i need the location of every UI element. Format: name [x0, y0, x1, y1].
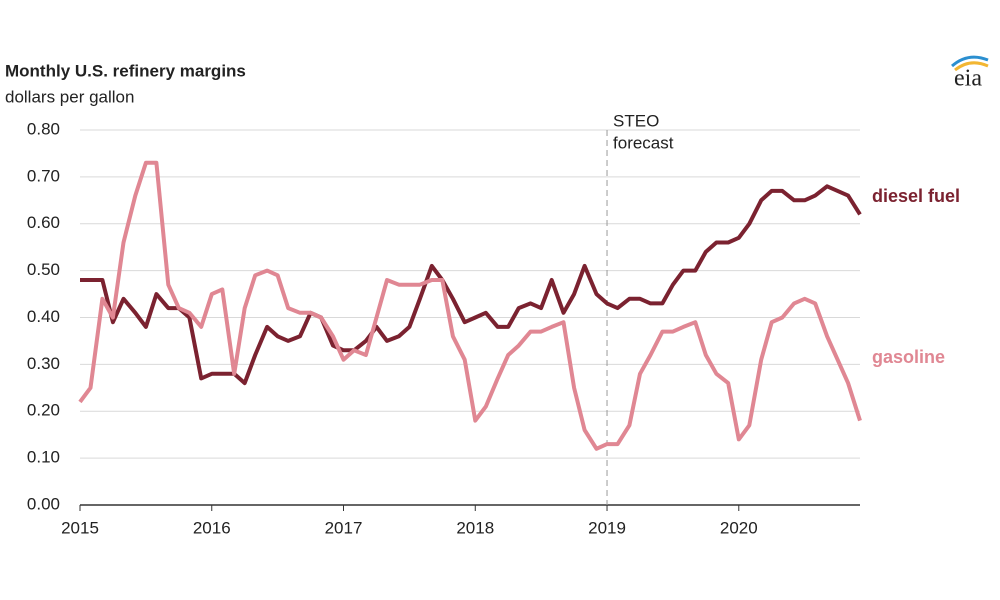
- x-tick-label: 2019: [588, 518, 626, 537]
- x-tick-label: 2018: [456, 518, 494, 537]
- y-tick-label: 0.80: [27, 119, 60, 138]
- series-line: [80, 184, 862, 386]
- y-tick-label: 0.50: [27, 260, 60, 279]
- series-label: diesel fuel: [872, 186, 960, 206]
- y-tick-label: 0.10: [27, 448, 60, 467]
- y-tick-label: 0.00: [27, 494, 60, 513]
- y-tick-label: 0.40: [27, 307, 60, 326]
- logo: eia: [954, 66, 982, 92]
- logo-arc: [954, 61, 989, 72]
- x-tick-label: 2017: [325, 518, 363, 537]
- y-tick-label: 0.30: [27, 354, 60, 373]
- annotation: forecast: [613, 133, 674, 152]
- y-tick-label: 0.60: [27, 213, 60, 232]
- y-tick-label: 0.20: [27, 401, 60, 420]
- series-label: gasoline: [872, 347, 945, 367]
- y-tick-label: 0.70: [27, 166, 60, 185]
- logo-arc: [951, 55, 989, 68]
- annotation: STEO: [613, 111, 659, 130]
- series-line: [78, 160, 862, 451]
- chart-title: Monthly U.S. refinery margins: [5, 61, 246, 80]
- x-tick-label: 2016: [193, 518, 231, 537]
- x-tick-label: 2020: [720, 518, 758, 537]
- chart-subtitle: dollars per gallon: [5, 87, 134, 106]
- x-tick-label: 2015: [61, 518, 99, 537]
